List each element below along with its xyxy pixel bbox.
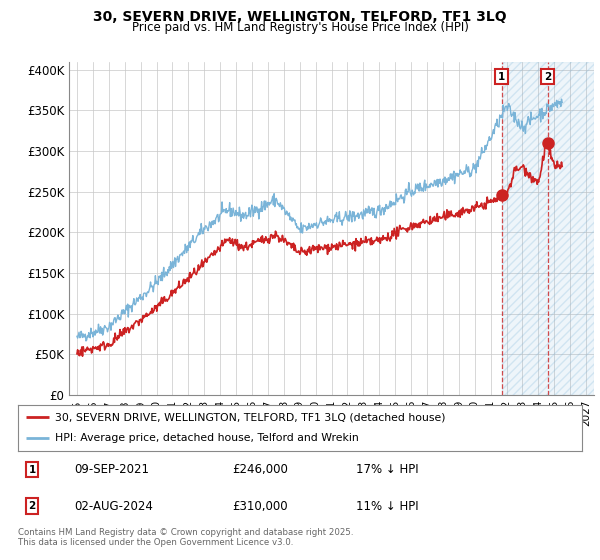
Text: £310,000: £310,000 [232,500,288,512]
Text: £246,000: £246,000 [232,463,288,476]
Text: 2: 2 [28,501,36,511]
Text: 30, SEVERN DRIVE, WELLINGTON, TELFORD, TF1 3LQ: 30, SEVERN DRIVE, WELLINGTON, TELFORD, T… [93,10,507,24]
Text: 17% ↓ HPI: 17% ↓ HPI [356,463,419,476]
Text: Contains HM Land Registry data © Crown copyright and database right 2025.
This d: Contains HM Land Registry data © Crown c… [18,528,353,547]
Text: Price paid vs. HM Land Registry's House Price Index (HPI): Price paid vs. HM Land Registry's House … [131,21,469,34]
Text: 02-AUG-2024: 02-AUG-2024 [74,500,153,512]
Text: 11% ↓ HPI: 11% ↓ HPI [356,500,419,512]
Text: 1: 1 [28,465,36,475]
Text: 30, SEVERN DRIVE, WELLINGTON, TELFORD, TF1 3LQ (detached house): 30, SEVERN DRIVE, WELLINGTON, TELFORD, T… [55,412,445,422]
Bar [502,62,594,395]
Text: 2: 2 [544,72,551,82]
Bar [502,62,594,395]
Text: HPI: Average price, detached house, Telford and Wrekin: HPI: Average price, detached house, Telf… [55,433,358,444]
Text: 1: 1 [498,72,505,82]
Text: 09-SEP-2021: 09-SEP-2021 [74,463,149,476]
